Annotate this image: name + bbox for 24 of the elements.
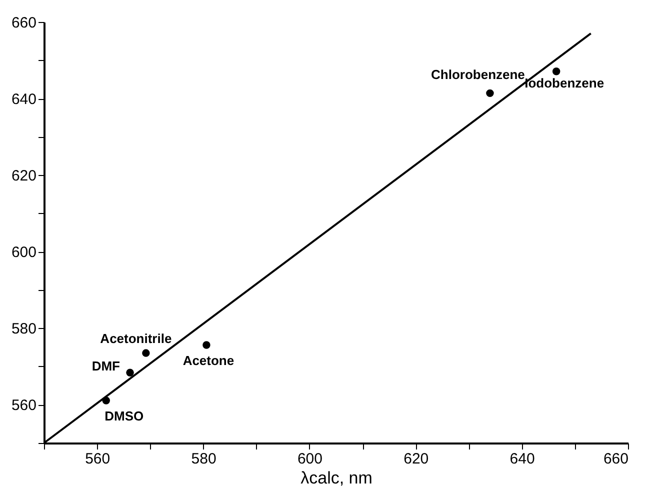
y-tick-label: 620 — [11, 168, 36, 185]
point — [486, 89, 494, 98]
point — [552, 68, 560, 76]
annotation: Acetonitrile — [100, 331, 172, 346]
x-tick-label: 660 — [603, 450, 628, 468]
annotation: Acetone — [182, 353, 234, 368]
point — [142, 349, 150, 357]
x-tick-label: 640 — [510, 450, 535, 468]
annotation: DMF — [92, 358, 120, 374]
x-tick-label: 600 — [297, 450, 322, 468]
point — [126, 368, 134, 376]
annotation: Chlorobenzene — [431, 67, 525, 82]
x-tick-label: 580 — [191, 450, 216, 468]
x-axis-title: λcalc, nm — [300, 468, 372, 488]
y-tick-label: 580 — [11, 320, 36, 338]
x-tick-label: 620 — [404, 450, 429, 468]
y-tick-label: 600 — [11, 244, 36, 262]
x-tick-label: 560 — [85, 450, 110, 468]
point — [202, 341, 210, 349]
annotation: Iodobenzene — [524, 75, 604, 90]
annotation: DMSO — [104, 408, 144, 424]
y-tick-label: 660 — [11, 14, 36, 32]
y-tick-label: 560 — [11, 397, 36, 414]
y-tick-label: 640 — [11, 91, 36, 108]
